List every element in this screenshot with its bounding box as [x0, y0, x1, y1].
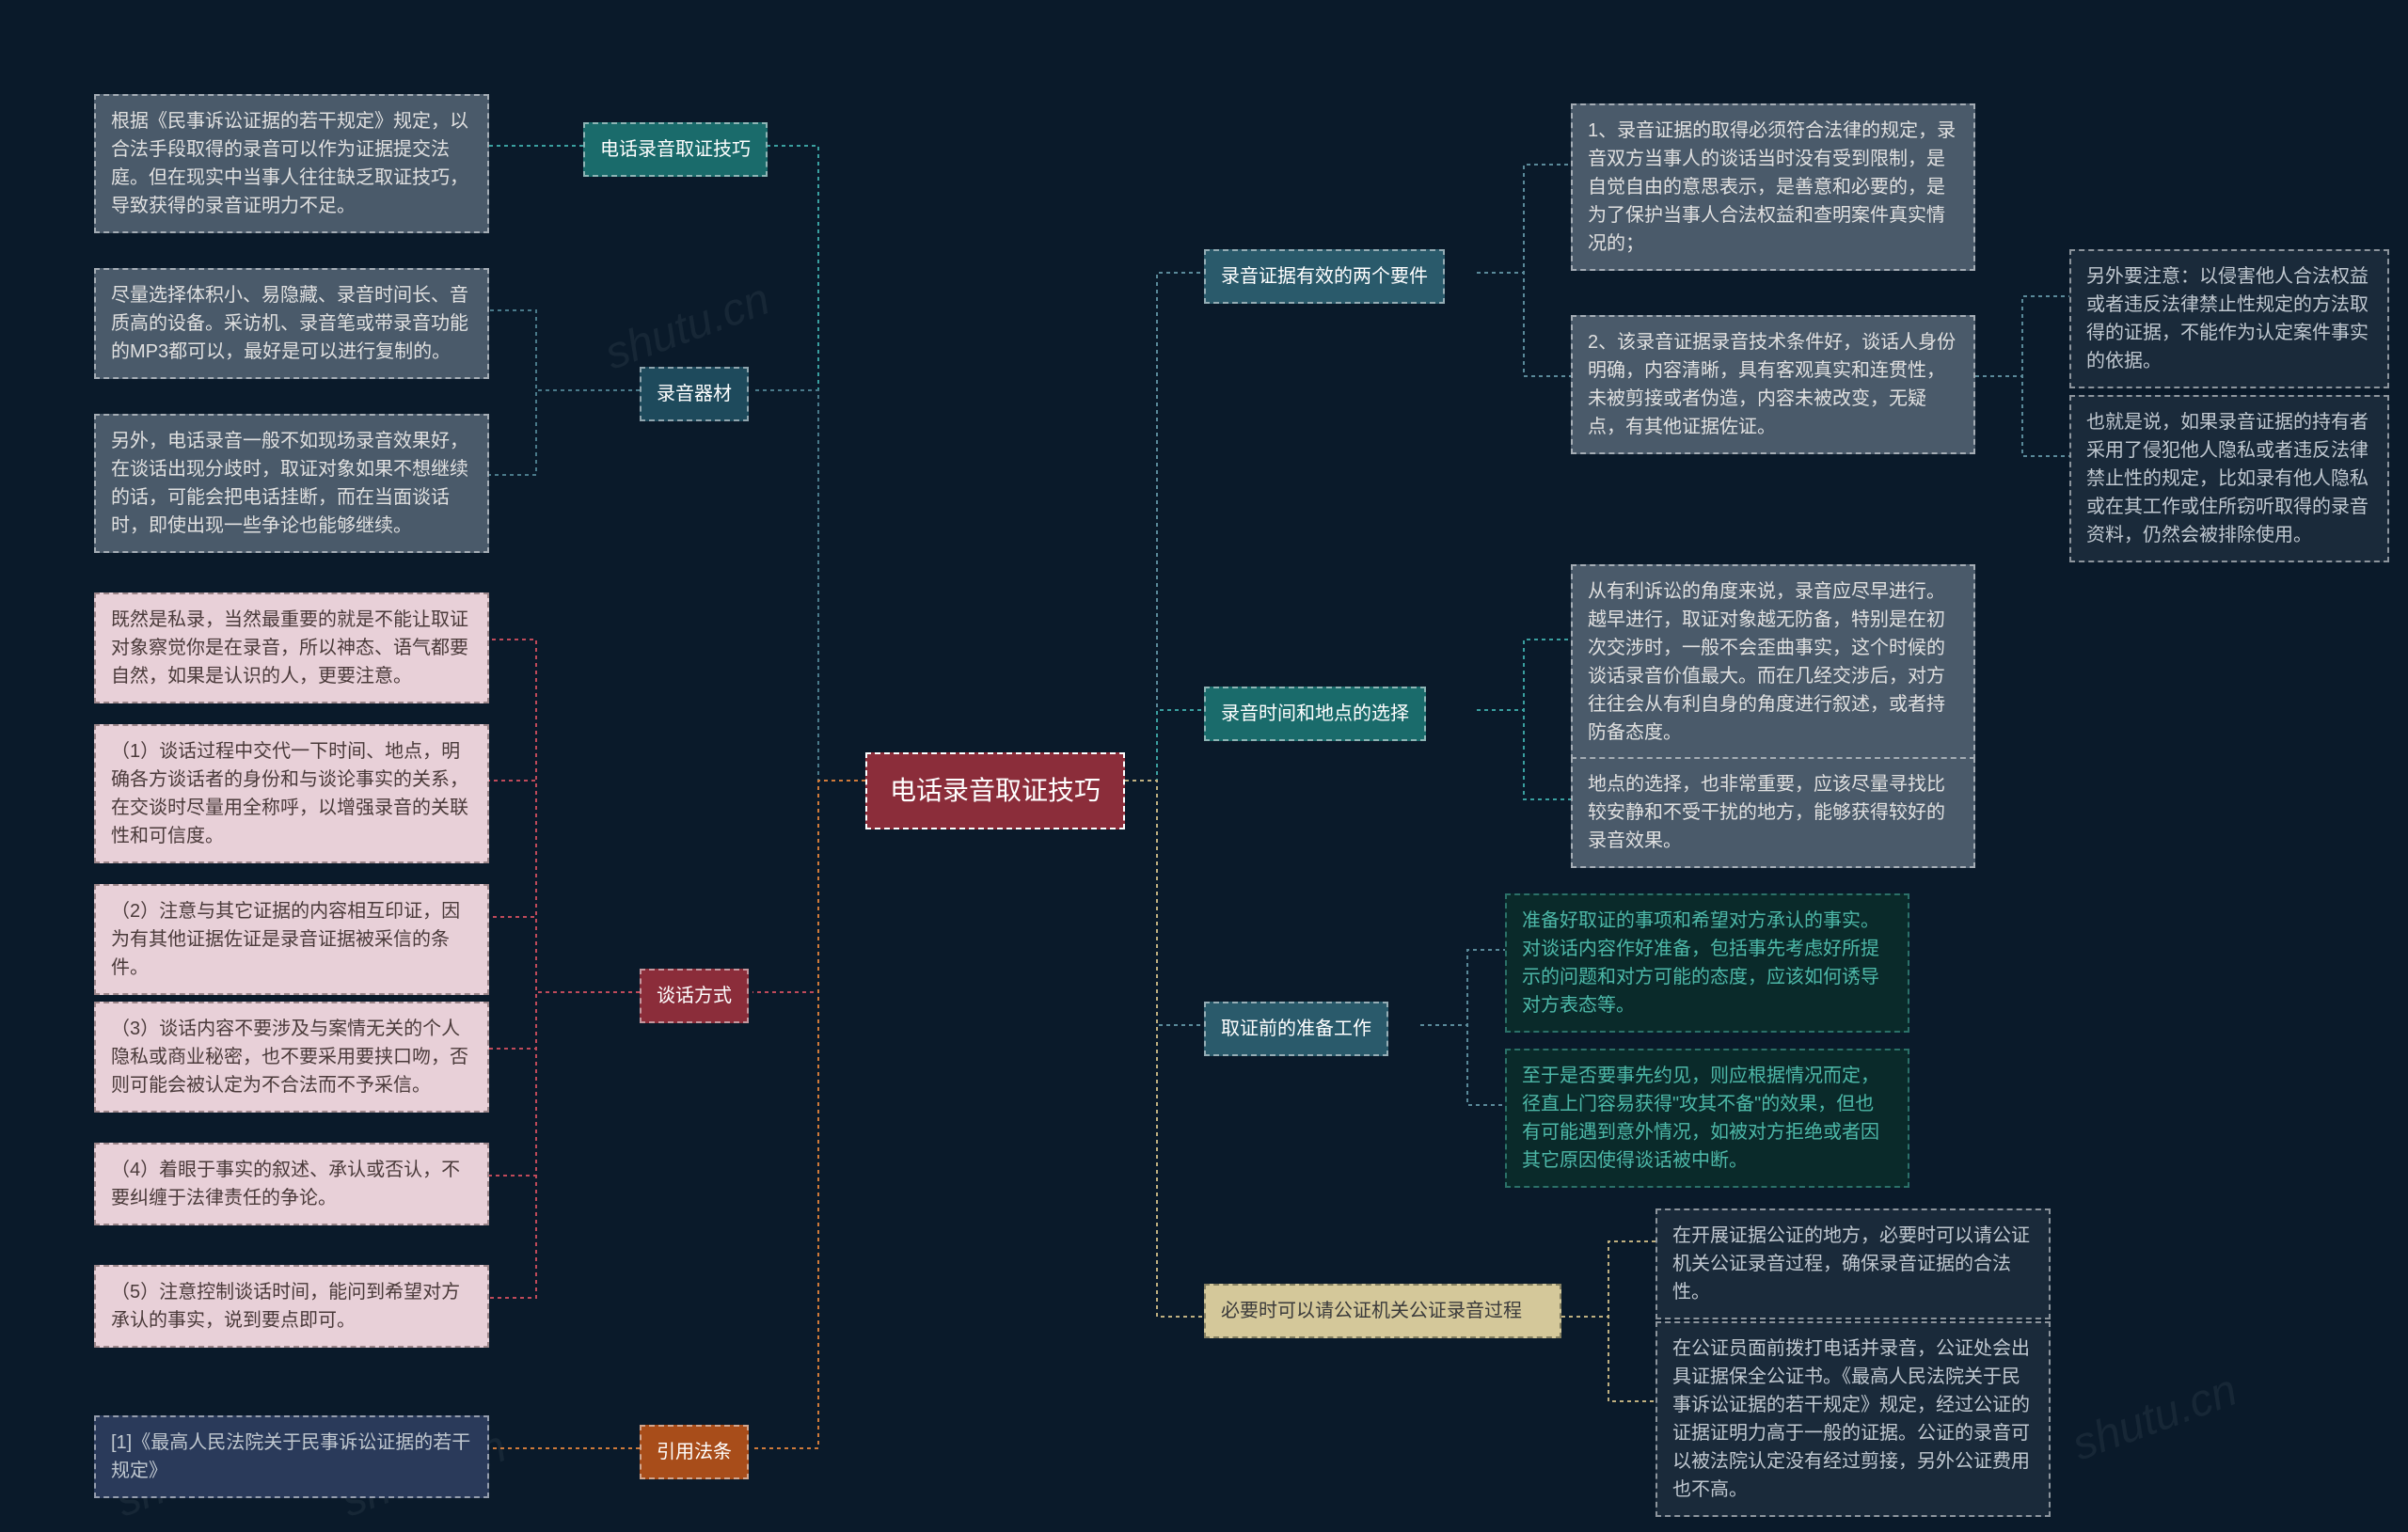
center-node: 电话录音取证技巧 [865, 752, 1125, 829]
watermark: shutu.cn [2066, 1365, 2243, 1472]
leaf-r2c2: 地点的选择，也非常重要，应该尽量寻找比较安静和不受干扰的地方，能够获得较好的录音… [1571, 757, 1975, 868]
branch-b2: 录音器材 [640, 367, 749, 421]
leaf-r3c1: 准备好取证的事项和希望对方承认的事实。对谈话内容作好准备，包括事先考虑好所提示的… [1505, 893, 1909, 1033]
branch-b3: 谈话方式 [640, 969, 749, 1023]
leaf-b2c1: 尽量选择体积小、易隐藏、录音时间长、音质高的设备。采访机、录音笔或带录音功能的M… [94, 268, 489, 379]
branch-b4: 引用法条 [640, 1425, 749, 1479]
leaf-b3c3: （2）注意与其它证据的内容相互印证，因为有其他证据佐证是录音证据被采信的条件。 [94, 884, 489, 995]
leaf-r1c2a: 另外要注意：以侵害他人合法权益或者违反法律禁止性规定的方法取得的证据，不能作为认… [2069, 249, 2389, 388]
leaf-r4c1: 在开展证据公证的地方，必要时可以请公证机关公证录音过程，确保录音证据的合法性。 [1656, 1208, 2051, 1319]
branch-r3: 取证前的准备工作 [1204, 1002, 1388, 1056]
leaf-b3c5: （4）着眼于事实的叙述、承认或否认，不要纠缠于法律责任的争论。 [94, 1143, 489, 1225]
leaf-b3c4: （3）谈话内容不要涉及与案情无关的个人隐私或商业秘密，也不要采用要挟口吻，否则可… [94, 1002, 489, 1113]
leaf-b4c1: [1]《最高人民法院关于民事诉讼证据的若干规定》 [94, 1415, 489, 1498]
leaf-r1c1: 1、录音证据的取得必须符合法律的规定，录音双方当事人的谈话当时没有受到限制，是自… [1571, 103, 1975, 271]
leaf-b3c6: （5）注意控制谈话时间，能问到希望对方承认的事实，说到要点即可。 [94, 1265, 489, 1348]
branch-r4: 必要时可以请公证机关公证录音过程 [1204, 1284, 1561, 1338]
leaf-r4c2: 在公证员面前拨打电话并录音，公证处会出具证据保全公证书。《最高人民法院关于民事诉… [1656, 1321, 2051, 1517]
leaf-b1c1: 根据《民事诉讼证据的若干规定》规定，以合法手段取得的录音可以作为证据提交法庭。但… [94, 94, 489, 233]
branch-r1: 录音证据有效的两个要件 [1204, 249, 1445, 304]
watermark: shutu.cn [598, 274, 776, 381]
leaf-r2c1: 从有利诉讼的角度来说，录音应尽早进行。越早进行，取证对象越无防备，特别是在初次交… [1571, 564, 1975, 760]
branch-r2: 录音时间和地点的选择 [1204, 687, 1426, 741]
leaf-r1c2b: 也就是说，如果录音证据的持有者采用了侵犯他人隐私或者违反法律禁止性的规定，比如录… [2069, 395, 2389, 562]
leaf-b3c2: （1）谈话过程中交代一下时间、地点，明确各方谈话者的身份和与谈论事实的关系，在交… [94, 724, 489, 863]
branch-b1: 电话录音取证技巧 [583, 122, 768, 177]
leaf-b3c1: 既然是私录，当然最重要的就是不能让取证对象察觉你是在录音，所以神态、语气都要自然… [94, 592, 489, 703]
leaf-r3c2: 至于是否要事先约见，则应根据情况而定，径直上门容易获得"攻其不备"的效果，但也有… [1505, 1049, 1909, 1188]
leaf-r1c2: 2、该录音证据录音技术条件好，谈话人身份明确，内容清晰，具有客观真实和连贯性，未… [1571, 315, 1975, 454]
leaf-b2c2: 另外，电话录音一般不如现场录音效果好，在谈话出现分歧时，取证对象如果不想继续的话… [94, 414, 489, 553]
